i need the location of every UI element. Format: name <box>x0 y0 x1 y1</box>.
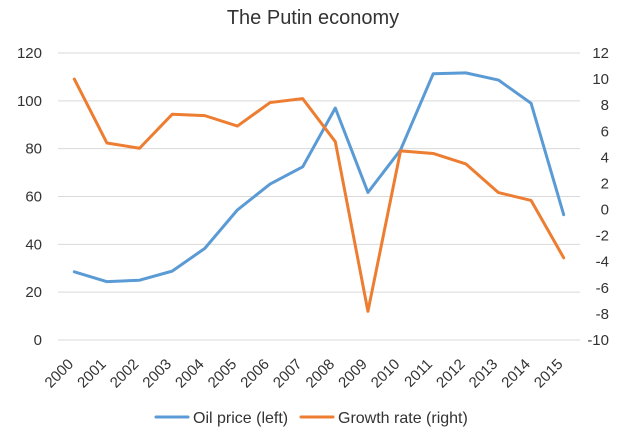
right-axis-tick-label: 6 <box>601 123 609 140</box>
right-axis-tick-label: -8 <box>596 306 609 323</box>
right-axis-tick-label: 10 <box>592 71 609 88</box>
x-axis-tick-label: 2002 <box>107 356 143 392</box>
left-axis-tick-label: 40 <box>25 236 42 253</box>
left-axis-tick-label: 20 <box>25 284 42 301</box>
right-axis-tick-label: 4 <box>601 149 609 166</box>
chart-title: The Putin economy <box>227 7 399 29</box>
left-axis-tick-label: 0 <box>34 332 42 349</box>
oil-price-line <box>72 71 566 284</box>
x-axis-tick-label: 2015 <box>531 356 567 392</box>
x-axis-tick-label: 2004 <box>172 356 208 392</box>
legend-label-growth-rate: Growth rate (right) <box>338 410 468 427</box>
growth-rate-line <box>72 77 566 313</box>
right-axis-tick-label: 12 <box>592 45 609 62</box>
x-axis-tick-label: 2010 <box>368 356 404 392</box>
legend-label-oil-price: Oil price (left) <box>193 410 288 427</box>
x-axis-tick-label: 2014 <box>498 356 534 392</box>
x-axis-tick-label: 2009 <box>335 356 371 392</box>
x-axis-tick-label: 2000 <box>42 356 78 392</box>
x-axis-tick-label: 2006 <box>237 356 273 392</box>
x-axis-ticks: 2000200120022003200420052006200720082009… <box>42 356 567 392</box>
x-axis-tick-label: 2001 <box>74 356 110 392</box>
x-axis-tick-label: 2005 <box>205 356 241 392</box>
legend: Oil price (left) Growth rate (right) <box>154 410 468 427</box>
left-axis-tick-label: 80 <box>25 141 42 158</box>
series-lines <box>72 71 566 313</box>
gridlines <box>58 52 580 341</box>
x-axis-tick-label: 2003 <box>139 356 175 392</box>
right-axis-tick-label: -6 <box>596 280 609 297</box>
right-axis-ticks: -10 -8 -6 -4 -2 0 2 4 6 8 10 12 <box>587 45 609 349</box>
x-axis-tick-label: 2007 <box>270 356 306 392</box>
left-axis-ticks: 0 20 40 60 80 100 120 <box>17 45 42 349</box>
left-axis-tick-label: 120 <box>17 45 42 62</box>
right-axis-tick-label: 2 <box>601 175 609 192</box>
left-axis-tick-label: 100 <box>17 93 42 110</box>
left-axis-tick-label: 60 <box>25 189 42 206</box>
right-axis-tick-label: -2 <box>596 228 609 245</box>
right-axis-tick-label: -4 <box>596 254 609 271</box>
right-axis-tick-label: 8 <box>601 97 609 114</box>
x-axis-tick-label: 2011 <box>401 356 436 391</box>
x-axis-tick-label: 2008 <box>303 356 339 392</box>
x-axis-tick-label: 2012 <box>433 356 469 392</box>
right-axis-tick-label: 0 <box>601 202 609 219</box>
right-axis-tick-label: -10 <box>587 332 609 349</box>
x-axis-tick-label: 2013 <box>466 356 502 392</box>
